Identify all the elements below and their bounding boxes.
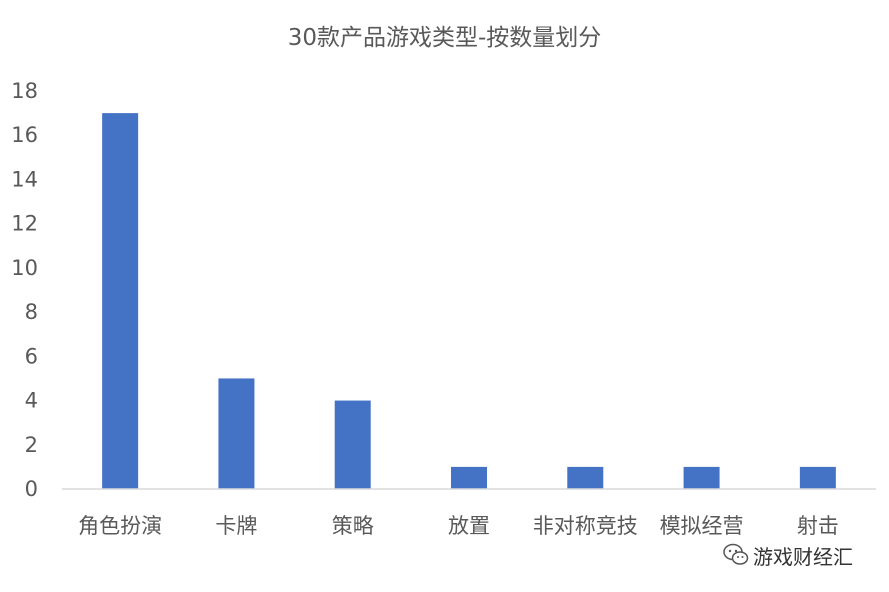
y-tick-label: 6 <box>25 344 38 368</box>
bar <box>334 400 371 489</box>
bar <box>567 466 604 489</box>
bars <box>102 113 836 489</box>
y-tick-label: 16 <box>11 123 38 147</box>
category-label: 非对称竞技 <box>533 514 638 538</box>
category-label: 策略 <box>332 514 374 538</box>
category-label: 模拟经营 <box>660 514 744 538</box>
category-label: 放置 <box>448 514 490 538</box>
wechat-icon <box>723 543 749 565</box>
category-label: 射击 <box>797 514 839 538</box>
category-label: 卡牌 <box>215 514 257 538</box>
y-tick-label: 10 <box>11 256 38 280</box>
y-tick-label: 8 <box>25 300 38 324</box>
y-tick-label: 4 <box>25 389 38 413</box>
bar <box>683 466 720 489</box>
y-tick-label: 18 <box>11 79 38 103</box>
y-tick-label: 2 <box>25 433 38 457</box>
y-tick-label: 14 <box>11 167 38 191</box>
watermark-text: 游戏财经汇 <box>753 544 853 569</box>
bar <box>218 378 255 489</box>
y-tick-label: 0 <box>25 477 38 501</box>
bar <box>102 113 139 489</box>
y-tick-label: 12 <box>11 212 38 236</box>
bar <box>451 466 487 489</box>
watermark: 游戏财经汇 <box>723 540 853 570</box>
chart-title: 30款产品游戏类型-按数量划分 <box>287 25 602 51</box>
category-label: 角色扮演 <box>78 514 162 538</box>
y-axis-ticks: 0 2 4 6 8 10 12 14 16 18 <box>11 79 38 501</box>
x-axis-categories: 角色扮演 卡牌 策略 放置 非对称竞技 模拟经营 射击 <box>78 514 839 538</box>
bar <box>799 466 836 489</box>
